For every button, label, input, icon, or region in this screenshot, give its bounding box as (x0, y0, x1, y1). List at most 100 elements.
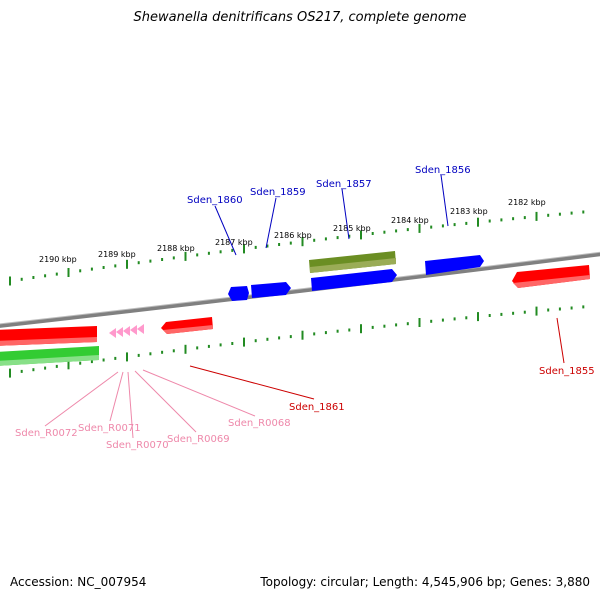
label-sden-r0072[interactable]: Sden_R0072 (15, 428, 78, 439)
label-sden-1857[interactable]: Sden_1857 (316, 179, 372, 190)
gene-sden-1858[interactable] (311, 269, 397, 291)
lower-ruler-tick (172, 349, 175, 353)
lower-ruler-tick (336, 329, 339, 333)
upper-ruler-tick (126, 259, 128, 269)
upper-ruler-tick (360, 230, 362, 240)
leader-sden-1856 (440, 174, 449, 227)
leader-sden-r0070 (127, 371, 134, 439)
gene-sden-1860[interactable] (228, 286, 249, 301)
lower-ruler-tick (301, 330, 304, 340)
label-sden-1859[interactable]: Sden_1859 (250, 187, 306, 198)
label-sden-1855[interactable]: Sden_1855 (539, 366, 595, 377)
rna-sden-r0070[interactable] (123, 326, 130, 336)
scale-label-2188: 2188 kbp (157, 244, 195, 253)
lower-ruler-tick (254, 339, 257, 343)
lower-ruler-tick (20, 369, 23, 373)
upper-ruler-tick (243, 244, 245, 254)
upper-ruler-tick (547, 213, 550, 217)
lower-ruler-tick (114, 356, 117, 360)
label-sden-1861[interactable]: Sden_1861 (289, 402, 345, 413)
upper-ruler-tick (383, 230, 386, 234)
lower-ruler-tick (371, 325, 374, 329)
upper-ruler-tick (570, 211, 573, 215)
genome-backbone (0, 252, 600, 328)
upper-ruler-tick (488, 219, 491, 223)
lower-ruler-tick (395, 323, 398, 327)
rna-sden-r0068[interactable] (137, 324, 144, 334)
lower-ruler-tick (558, 307, 561, 311)
upper-ruler-tick (149, 259, 152, 263)
label-sden-1860[interactable]: Sden_1860 (187, 195, 243, 206)
upper-ruler-tick (336, 236, 339, 240)
lower-ruler-tick (418, 318, 421, 327)
lower-ruler-tick (488, 314, 491, 317)
genome-summary-text: Topology: circular; Length: 4,545,906 bp… (260, 575, 590, 589)
leader-sden-r0072 (44, 371, 119, 427)
upper-ruler-tick (44, 274, 47, 278)
lower-ruler-tick (477, 312, 479, 322)
upper-ruler-tick (406, 228, 409, 232)
lower-ruler-tick (55, 364, 58, 368)
gene-sden-1855-shade (513, 275, 590, 288)
leader-sden-r0071 (109, 371, 124, 422)
upper-ruler-tick (278, 243, 281, 246)
upper-ruler-tick (137, 261, 140, 265)
upper-ruler-tick (219, 250, 222, 254)
upper-ruler-tick (418, 223, 421, 233)
gene-sden-1859[interactable] (251, 282, 291, 298)
lower-ruler-tick (570, 306, 573, 310)
lower-ruler-tick (535, 306, 538, 316)
rna-sden-r0069[interactable] (130, 325, 137, 335)
leader-sden-1857 (341, 188, 350, 240)
label-sden-r0071[interactable]: Sden_R0071 (78, 423, 141, 434)
map-title: Shewanella denitrificans OS217, complete… (133, 10, 467, 25)
upper-ruler-tick (582, 210, 585, 214)
upper-ruler-tick (231, 248, 234, 252)
lower-ruler-tick (149, 352, 152, 356)
lower-ruler-tick (453, 317, 456, 321)
upper-ruler-tick (266, 244, 269, 248)
upper-ruler-tick (196, 253, 199, 257)
leader-sden-1861 (189, 365, 315, 400)
lower-ruler-tick (32, 368, 35, 372)
lower-ruler-tick (289, 335, 292, 339)
lower-ruler-tick (231, 342, 234, 345)
lower-ruler-tick (184, 344, 187, 354)
lower-ruler-tick (266, 337, 269, 341)
gene-labels: Sden_1860 Sden_1859 Sden_1857 Sden_1856 … (15, 165, 595, 451)
scale-label-2190: 2190 kbp (39, 255, 77, 264)
lower-ruler-tick (278, 336, 281, 340)
gene-left-green-shade (0, 355, 99, 366)
upper-ruler-tick (172, 256, 175, 260)
upper-ruler-tick (371, 232, 374, 235)
upper-ruler-tick (512, 217, 515, 221)
rna-sden-r0071[interactable] (116, 327, 123, 337)
label-sden-r0070[interactable]: Sden_R0070 (106, 440, 169, 451)
leader-sden-1855 (556, 317, 565, 364)
upper-ruler-tick (79, 269, 82, 273)
lower-ruler-tick (9, 368, 11, 378)
lower-ruler-tick (44, 366, 47, 370)
upper-ruler-tick (289, 241, 292, 245)
upper-ruler-tick (324, 237, 327, 241)
lower-ruler-tick (465, 316, 468, 320)
upper-ruler-tick (55, 272, 58, 276)
gene-sden-1857-shade (310, 258, 396, 273)
upper-ruler-tick (67, 268, 70, 277)
lower-ruler-tick (360, 324, 362, 334)
lower-ruler-tick (441, 318, 444, 322)
lower-scale-ruler (9, 305, 585, 378)
upper-ruler-tick (500, 218, 503, 222)
upper-scale-ruler (9, 210, 585, 286)
gene-sden-1856[interactable] (425, 255, 484, 275)
lower-ruler-tick (512, 311, 515, 315)
label-sden-1856[interactable]: Sden_1856 (415, 165, 471, 176)
label-sden-r0068[interactable]: Sden_R0068 (228, 418, 291, 429)
upper-ruler-tick (9, 276, 11, 286)
lower-ruler-tick (406, 322, 409, 326)
leader-sden-r0069 (134, 370, 197, 433)
scale-label-2185: 2185 kbp (333, 224, 371, 233)
label-sden-r0069[interactable]: Sden_R0069 (167, 434, 230, 445)
rna-sden-r0072[interactable] (109, 328, 116, 338)
